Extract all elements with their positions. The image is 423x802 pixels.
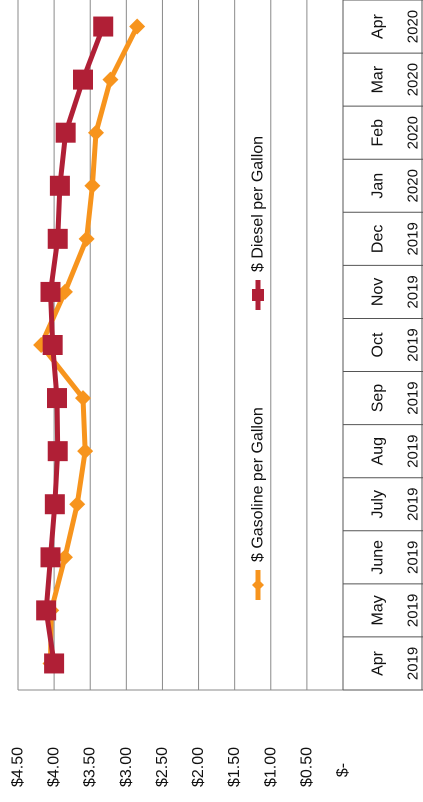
value-tick-label: $2.00: [190, 747, 207, 787]
data-point: [42, 335, 63, 355]
data-point: [47, 441, 68, 462]
legend-swatch-marker: [252, 579, 264, 591]
value-tick-label: $3.00: [118, 747, 135, 787]
value-tick-label: $3.50: [82, 747, 99, 787]
value-tick-label: $2.50: [154, 747, 171, 787]
category-month-label: July: [370, 490, 387, 518]
legend-label: $ Diesel per Gallon: [250, 136, 267, 272]
category-month-label: Feb: [370, 119, 387, 147]
category-year-label: 2019: [405, 541, 422, 574]
data-point: [69, 496, 86, 513]
category-month-label: Oct: [370, 332, 387, 357]
data-point: [129, 18, 146, 35]
legend-item-gasoline: $ Gasoline per Gallon: [250, 407, 267, 600]
category-year-label: 2020: [405, 63, 422, 96]
data-point: [75, 390, 91, 407]
data-point: [102, 71, 119, 88]
series-lines: [33, 16, 146, 674]
category-year-label: 2019: [405, 381, 422, 414]
category-year-label: 2020: [405, 10, 422, 43]
category-month-label: Aug: [370, 437, 387, 465]
value-tick-label: $4.00: [46, 747, 63, 787]
legend-label: $ Gasoline per Gallon: [250, 407, 267, 562]
category-month-label: June: [370, 540, 387, 575]
value-tick-label: $1.50: [226, 747, 243, 787]
data-point: [44, 653, 65, 674]
data-point: [55, 122, 76, 143]
category-year-label: 2019: [405, 328, 422, 361]
value-tick-label: $-: [335, 763, 352, 777]
category-month-label: May: [370, 595, 387, 625]
category-year-label: 2019: [405, 488, 422, 521]
data-point: [93, 16, 114, 37]
data-point: [77, 443, 94, 460]
legend-item-diesel: $ Diesel per Gallon: [250, 136, 267, 310]
category-month-label: Apr: [370, 650, 387, 676]
legend: $ Gasoline per Gallon $ Diesel per Gallon: [250, 136, 267, 600]
data-point: [56, 283, 73, 300]
data-point: [49, 175, 70, 196]
category-month-label: Sep: [370, 384, 387, 413]
category-month-label: Dec: [370, 225, 387, 253]
data-point: [40, 547, 61, 568]
value-tick-label: $4.50: [10, 747, 27, 787]
value-tick-label: $0.50: [298, 747, 315, 787]
category-axis: Apr 2019 May 2019 June 2019 July 2019 Aug 2019 Sep…: [342, 0, 423, 691]
category-month-label: Jan: [370, 173, 387, 199]
category-year-label: 2020: [405, 116, 422, 149]
category-month-label: Mar: [370, 65, 387, 93]
data-point: [40, 281, 61, 302]
data-point: [78, 230, 95, 247]
series-diesel: [36, 16, 114, 674]
category-year-label: 2019: [405, 434, 422, 467]
data-point: [88, 124, 104, 141]
value-axis-ticks: $4.50 $4.00 $3.50 $3.00 $2.50 $2.00 $1.50 $1.00…: [10, 747, 352, 787]
category-year-label: 2019: [405, 594, 422, 627]
legend-swatch-marker: [252, 289, 264, 301]
category-year-label: 2020: [405, 169, 422, 202]
category-year-label: 2019: [405, 275, 422, 308]
category-year-label: 2019: [405, 647, 422, 680]
data-point: [73, 69, 93, 90]
data-point: [44, 494, 65, 515]
value-tick-label: $1.00: [262, 747, 279, 787]
data-point: [36, 600, 57, 621]
data-point: [47, 228, 68, 249]
data-point: [47, 388, 67, 409]
data-point: [56, 549, 73, 566]
category-month-label: Apr: [370, 13, 387, 39]
data-point: [84, 177, 101, 194]
gridlines: [17, 0, 344, 691]
category-year-label: 2019: [405, 222, 422, 255]
category-month-label: Nov: [370, 278, 387, 306]
